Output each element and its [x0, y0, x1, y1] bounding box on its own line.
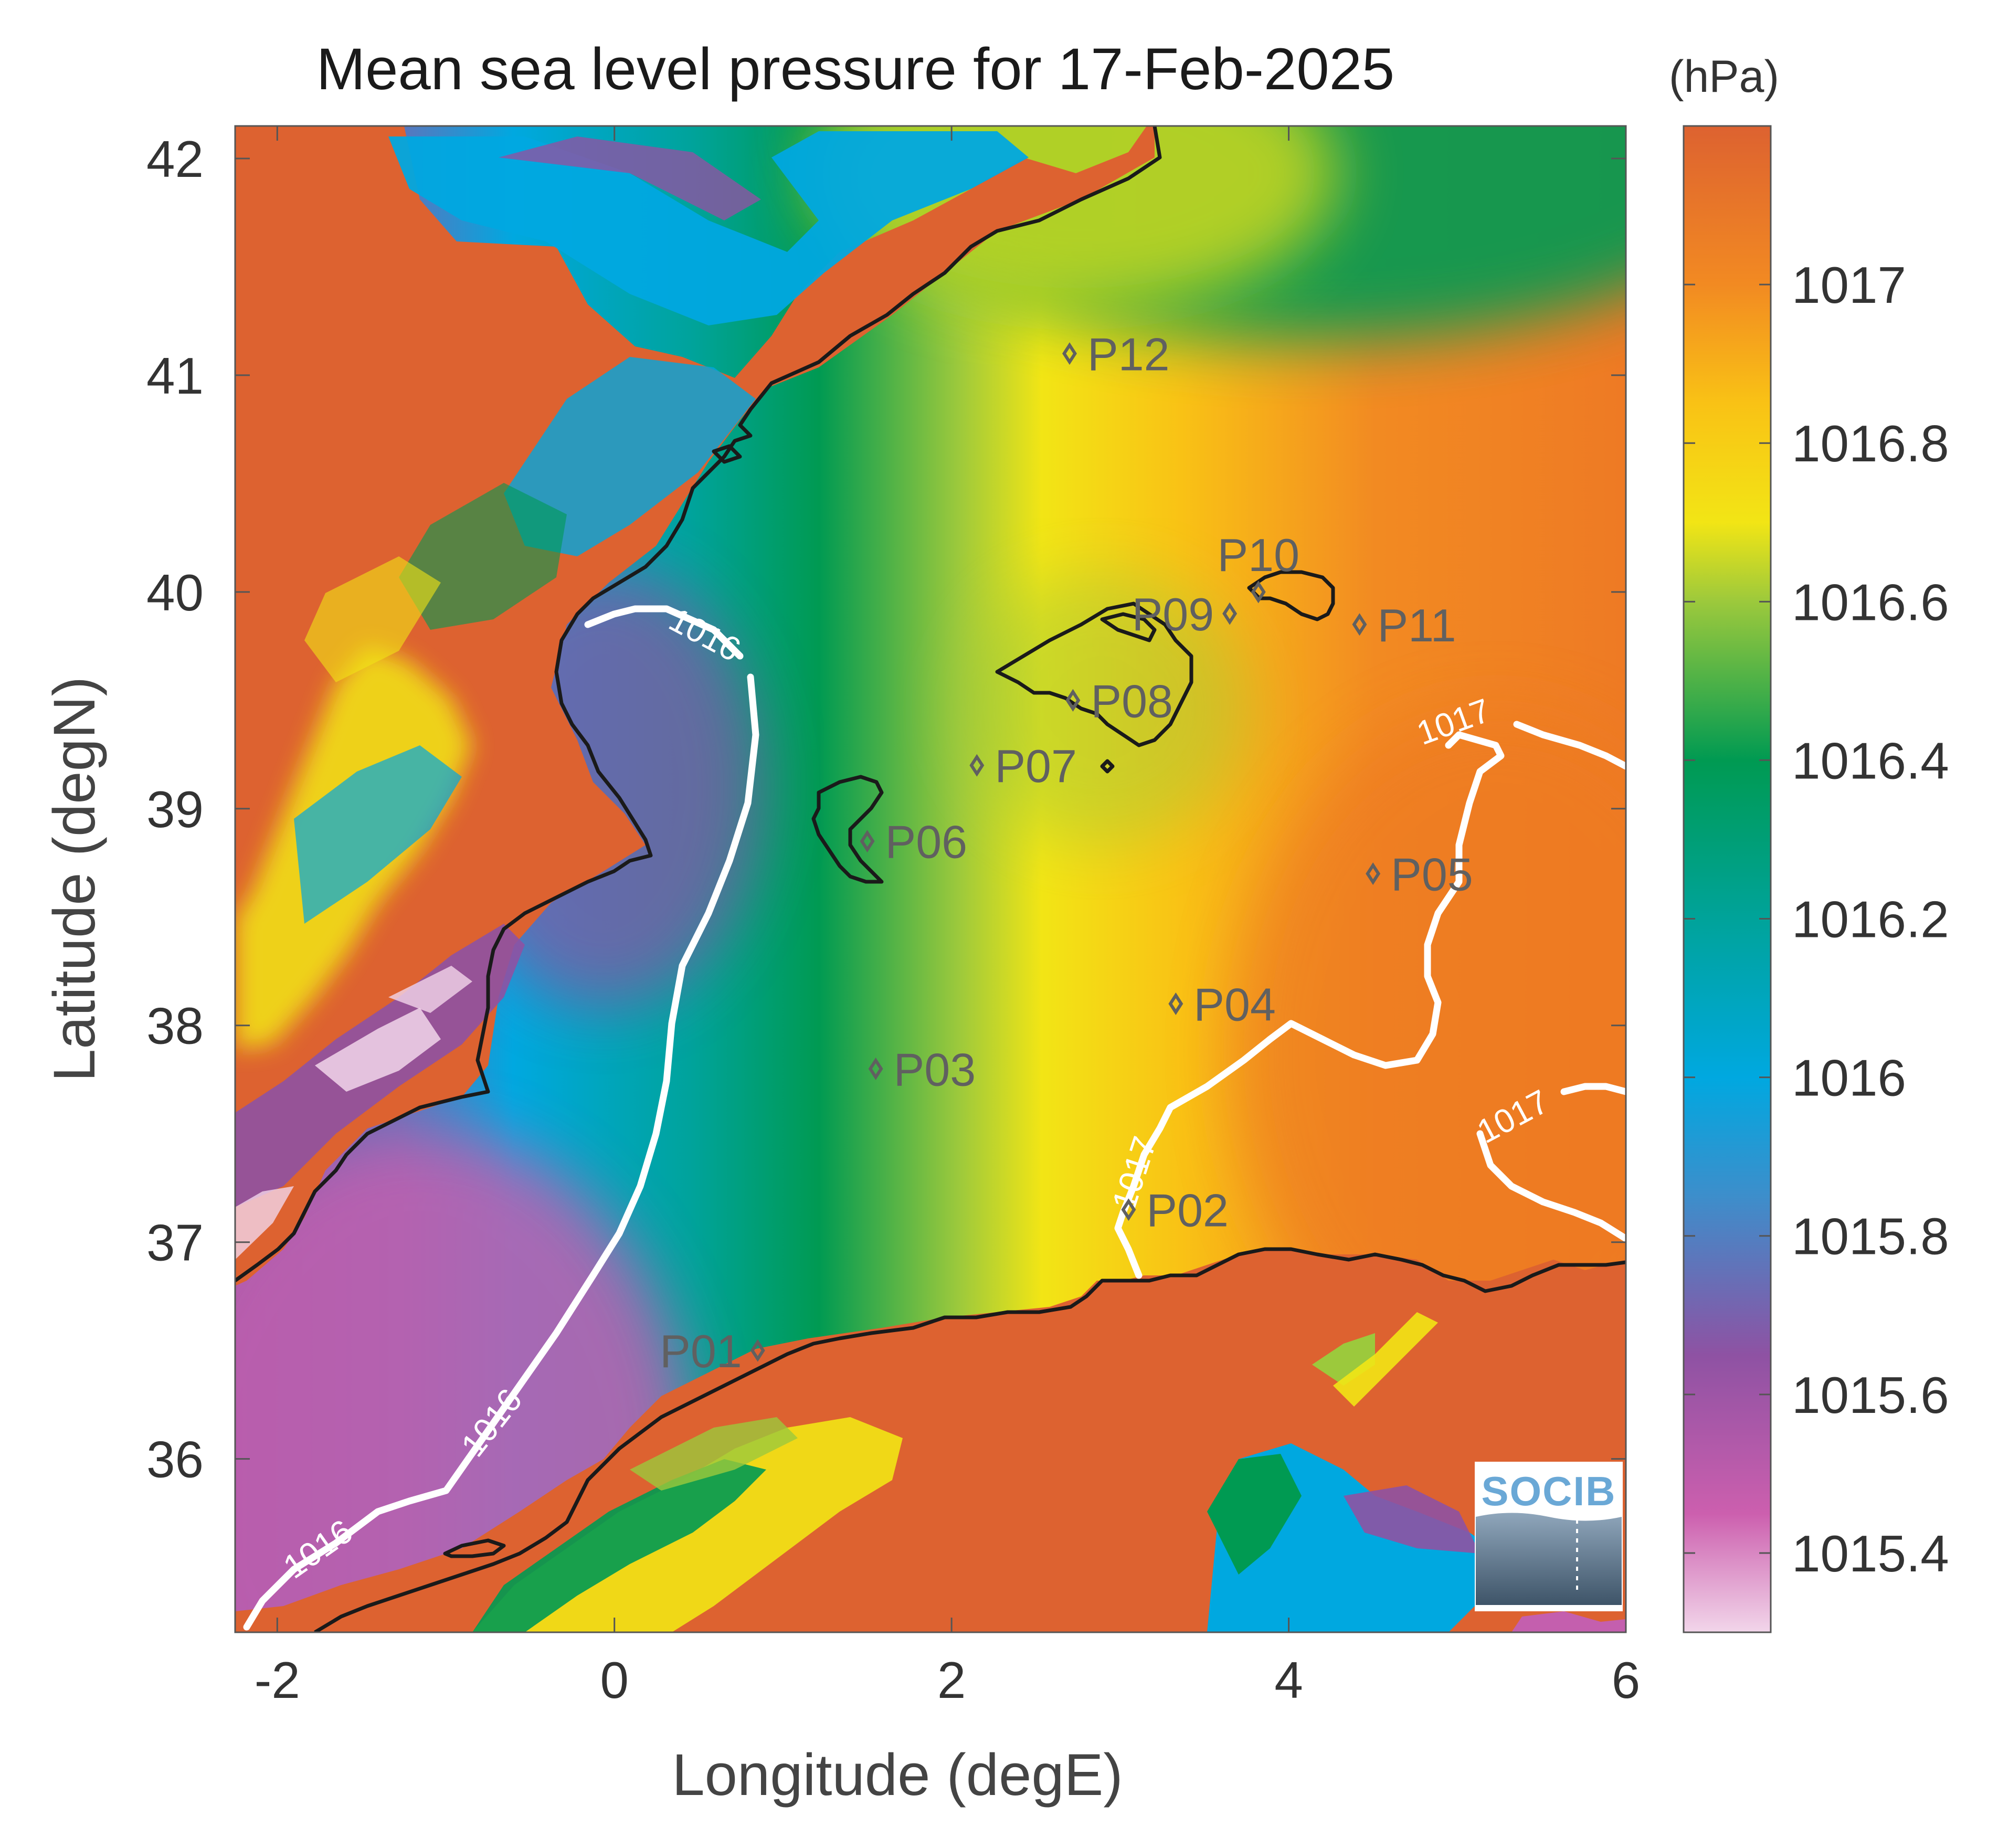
y-tick-label: 37: [146, 1214, 204, 1272]
y-tick-label: 36: [146, 1431, 204, 1488]
colorbar-tick-label: 1017: [1792, 256, 1906, 314]
pressure-field: 1016 1016 1016 1017 1017 1017 P01P02P03P…: [235, 126, 1626, 1632]
y-tick-label: 41: [146, 347, 204, 405]
y-axis: 36 37 38 39 40 41 42: [146, 130, 1626, 1488]
station-p11[interactable]: P11: [1352, 599, 1456, 651]
station-p06[interactable]: P06: [860, 816, 968, 868]
station-label: P11: [1377, 599, 1456, 651]
y-tick-label: 39: [146, 780, 204, 838]
station-p04[interactable]: P04: [1168, 978, 1276, 1030]
x-tick-label: 2: [937, 1651, 966, 1709]
isobars: [243, 605, 1626, 1631]
station-p05[interactable]: P05: [1366, 849, 1473, 901]
station-label: P12: [1087, 329, 1170, 381]
station-marker-icon: [1251, 580, 1266, 604]
station-p10[interactable]: P10: [1217, 529, 1299, 604]
colorbar-unit: (hPa): [1669, 51, 1779, 102]
x-tick-label: -2: [255, 1651, 300, 1709]
y-axis-label: Latitude (degN): [41, 677, 107, 1082]
station-marker-icon: [1062, 342, 1077, 365]
station-label: P08: [1091, 675, 1173, 727]
station-marker-icon: [969, 754, 985, 777]
y-tick-label: 42: [146, 130, 204, 188]
colorbar-tick-label: 1016: [1792, 1049, 1906, 1107]
colorbar-tick-label: 1016.2: [1792, 891, 1949, 948]
coastline-africa: [314, 1247, 1626, 1632]
coastline-ebro-delta: [712, 444, 742, 464]
coastline-ibiza: [811, 775, 884, 884]
isobar-1016-main: [243, 673, 759, 1631]
isobar-1017-southwest: [1114, 731, 1505, 1279]
x-axis-label: Longitude (degE): [672, 1742, 1123, 1808]
coastline-mallorca: [995, 601, 1193, 747]
station-label: P01: [660, 1325, 742, 1377]
station-label: P07: [995, 740, 1077, 792]
colorbar-tick-label: 1016.6: [1792, 573, 1949, 631]
station-p01[interactable]: P01: [660, 1325, 765, 1377]
station-marker-icon: [1366, 862, 1381, 885]
station-marker-icon: [1065, 689, 1081, 712]
station-label: P04: [1193, 978, 1276, 1030]
station-marker-icon: [1222, 602, 1238, 625]
station-marker-icon: [750, 1339, 765, 1362]
station-label: P10: [1217, 529, 1299, 581]
station-label: P03: [894, 1043, 976, 1095]
colorbar-tick-label: 1016.8: [1792, 415, 1949, 472]
station-marker-icon: [1121, 1198, 1136, 1221]
coastline-alboran-ceuta: [443, 1538, 506, 1558]
station-p03[interactable]: P03: [868, 1043, 976, 1095]
map-frame: [234, 125, 1627, 1633]
station-p12[interactable]: P12: [1062, 329, 1170, 381]
colorbar-gradient: [1683, 125, 1772, 1633]
isobar-1017-east: [1513, 721, 1626, 770]
x-axis: -2 0 2 4 6: [255, 126, 1641, 1709]
y-tick-label: 38: [146, 997, 204, 1055]
y-tick-label: 40: [146, 564, 204, 621]
station-p07[interactable]: P07: [969, 740, 1077, 792]
colorbar-tick-label: 1015.4: [1792, 1525, 1949, 1582]
station-marker-icon: [1168, 992, 1183, 1015]
map-title: Mean sea level pressure for 17-Feb-2025: [316, 36, 1394, 102]
colorbar-tick-label: 1015.8: [1792, 1208, 1949, 1265]
x-tick-label: 4: [1274, 1651, 1303, 1709]
coastline-iberia: [235, 126, 1162, 1282]
station-marker-icon: [868, 1057, 883, 1080]
station-p08[interactable]: P08: [1065, 675, 1173, 727]
colorbar-tick-label: 1015.6: [1792, 1366, 1949, 1424]
station-label: P06: [885, 816, 968, 868]
coastline-mallorca-bay: [1100, 612, 1157, 642]
africa-land: [235, 1249, 1626, 1632]
socib-logo: SOCIB: [1475, 1462, 1623, 1611]
iberia-land: [235, 126, 1155, 1286]
station-p09[interactable]: P09: [1132, 588, 1238, 640]
x-tick-label: 6: [1612, 1651, 1641, 1709]
coastline-menorca: [1247, 570, 1335, 621]
station-label: P02: [1146, 1185, 1229, 1237]
station-label: P09: [1132, 588, 1214, 640]
station-p02[interactable]: P02: [1121, 1185, 1229, 1237]
isobar-1017-southeast: [1476, 1083, 1626, 1242]
station-marker-icon: [860, 830, 875, 853]
isobar-1016-north: [584, 605, 744, 660]
station-marker-icon: [1352, 613, 1367, 636]
coastline-cabrera: [1100, 759, 1115, 774]
colorbar-ticks: 1015.4 1015.6 1015.8 1016 1016.2 1016.4 1016.6…: [1684, 256, 1949, 1582]
colorbar-tick-label: 1016.4: [1792, 732, 1949, 789]
coastlines: [235, 126, 1626, 1632]
x-tick-label: 0: [600, 1651, 629, 1709]
logo-text: SOCIB: [1481, 1468, 1616, 1514]
colorbar: 1015.4 1015.6 1015.8 1016 1016.2 1016.4 1016.6…: [1669, 51, 1949, 1633]
station-label: P05: [1391, 849, 1473, 901]
